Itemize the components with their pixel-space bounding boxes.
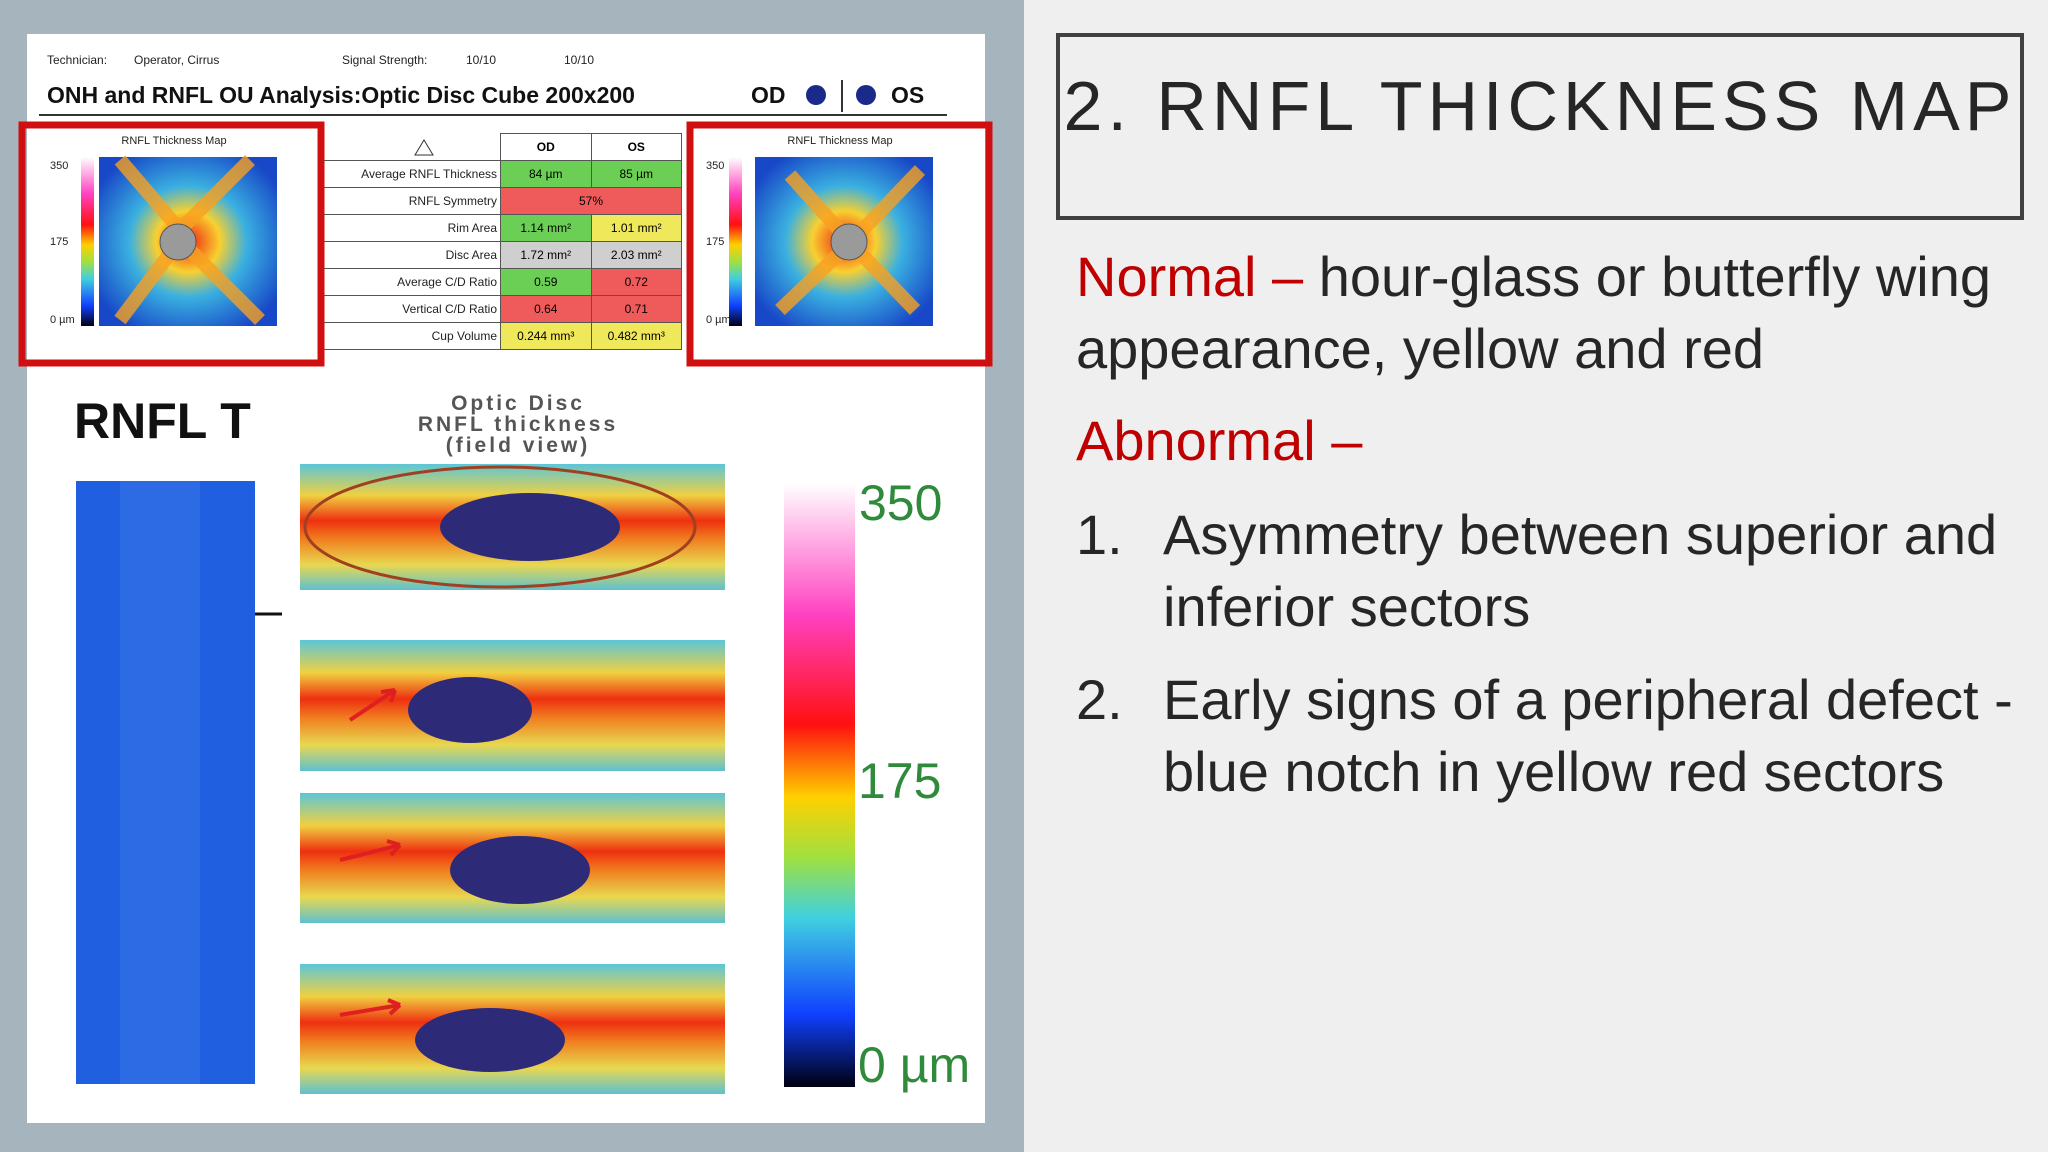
slide-title: 2. RNFL THICKNESS MAP (1063, 67, 2017, 145)
cell: 0.71 (590, 295, 682, 323)
map-title: RNFL Thickness Map (787, 135, 893, 147)
cell: 1.72 mm² (500, 241, 592, 269)
row-label: Disc Area (324, 241, 501, 269)
normal-text: hour-glass or butterfly wing appearance,… (1076, 245, 1992, 380)
scale-label: 0 µm (858, 1037, 971, 1093)
map-title: RNFL Thickness Map (121, 135, 227, 147)
scale-label: 175 (858, 753, 942, 809)
cell: 0.59 (500, 268, 592, 296)
signal-od: 10/10 (466, 53, 497, 67)
row-label: Cup Volume (324, 322, 501, 350)
signal-os: 10/10 (564, 53, 595, 67)
report-graphics (18, 80, 993, 1094)
map-scale: 350 (50, 160, 69, 172)
technician-label: Technician: (47, 53, 108, 67)
list-item: 1. Asymmetry between superior and inferi… (1076, 499, 2036, 643)
normal-label: Normal – (1076, 245, 1304, 308)
item-number: 1. (1076, 503, 1123, 566)
list-item: 2. Early signs of a peripheral defect -b… (1076, 664, 2036, 808)
cell: 0.64 (500, 295, 592, 323)
abnormal-label: Abnormal – (1076, 409, 1363, 472)
row-label: Vertical C/D Ratio (324, 295, 501, 323)
item-text: Early signs of a peripheral defect -blue… (1163, 668, 2013, 803)
figure-caption: RNFL thickness (417, 413, 619, 436)
cell: 0.482 mm³ (590, 322, 682, 350)
cell: 85 µm (590, 160, 682, 188)
report-title: ONH and RNFL OU Analysis:Optic Disc Cube… (47, 82, 635, 108)
normal-paragraph: Normal – hour-glass or butterfly wing ap… (1076, 241, 2036, 385)
technician: Operator, Cirrus (134, 53, 220, 67)
map-scale: 350 (706, 160, 725, 172)
figure-caption: (field view) (445, 434, 591, 457)
row-label: Average RNFL Thickness (324, 160, 501, 188)
row-label: Rim Area (324, 214, 501, 242)
col-header: OD (500, 133, 592, 161)
cell: 0.244 mm³ (500, 322, 592, 350)
signal-label: Signal Strength: (342, 53, 428, 67)
figure-heading: RNFL T (74, 393, 251, 449)
item-number: 2. (1076, 668, 1123, 731)
row-label: RNFL Symmetry (324, 187, 501, 215)
map-scale: 175 (706, 236, 725, 248)
scale-label: 350 (859, 475, 943, 531)
map-scale: 0 µm (706, 314, 731, 326)
cell: 57% (500, 187, 682, 215)
cell: 0.72 (590, 268, 682, 296)
figure-caption: Optic Disc (451, 392, 585, 415)
col-header: OS (590, 133, 682, 161)
od-label: OD (751, 82, 786, 108)
row-label: Average C/D Ratio (324, 268, 501, 296)
cell: 84 µm (500, 160, 592, 188)
map-scale: 175 (50, 236, 69, 248)
cell: 2.03 mm² (590, 241, 682, 269)
analysis-table: OD OS Average RNFL Thickness 84 µm 85 µm RN… (324, 133, 682, 350)
item-text: Asymmetry between superior and inferior … (1163, 503, 1998, 638)
os-label: OS (891, 82, 925, 108)
cell: 1.01 mm² (590, 214, 682, 242)
map-scale: 0 µm (50, 314, 75, 326)
title-box (1056, 33, 2024, 220)
cell: 1.14 mm² (500, 214, 592, 242)
